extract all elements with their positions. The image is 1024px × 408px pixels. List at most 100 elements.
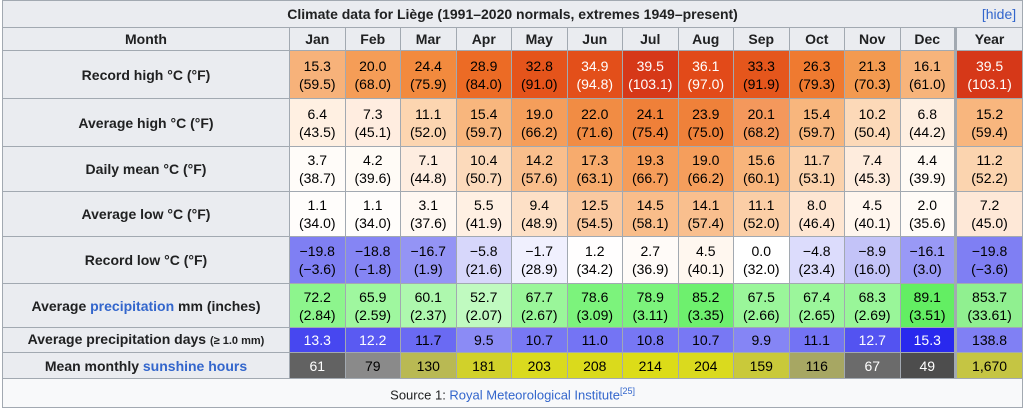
value-c: 6.4 [307,105,327,122]
value-c: 12.5 [581,197,609,213]
value-cell: 4.2 (39.6) [344,146,401,192]
value-c: 67 [864,357,881,374]
value-c: 11.0 [581,332,608,348]
header-cell: Jun [566,27,623,51]
value-c: 13.3 [303,332,331,348]
value-c: 33.3 [747,57,775,74]
value-f: (59.4) [971,123,1008,140]
value-f: (46.4) [798,215,836,231]
value-c: 14.2 [525,152,553,168]
value-c: 10.2 [858,105,886,122]
value-f: (63.1) [576,170,614,186]
value-cell: 12.7 [844,327,901,353]
value-c: −18.8 [355,243,391,259]
value-f: (54.5) [576,215,614,231]
value-f: (79.3) [798,75,836,92]
value-cell: 65.9 (2.59) [344,283,401,328]
value-cell: 203 [511,352,568,379]
value-f: (2.37) [409,306,447,323]
value-cell: 11.0 [566,327,623,353]
row-label: Average precipitation mm (inches) [2,283,290,328]
value-f: (40.1) [687,261,725,277]
hide-link[interactable]: [hide] [981,6,1017,22]
header-cell: Jan [289,27,346,51]
value-f: (33.61) [967,306,1012,323]
label-link[interactable]: sunshine hours [142,357,248,374]
header-cell: May [511,27,568,51]
value-c: 14.5 [636,197,664,213]
value-f: (48.9) [520,215,558,231]
value-f: (58.1) [631,215,669,231]
value-cell: 159 [733,352,790,379]
data-row: Average precipitation days (≥ 1.0 mm) 13.… [2,327,1024,353]
value-c: 1.2 [585,243,605,259]
value-f: (103.1) [628,75,673,92]
value-cell: 130 [400,352,457,379]
value-f: (34.0) [298,215,336,231]
value-f: (60.1) [742,170,780,186]
value-c: 11.1 [748,197,775,213]
source-ref[interactable]: [25] [619,385,635,396]
value-cell: 6.4 (43.5) [289,98,346,147]
value-c: 15.3 [913,332,941,348]
header-cell: Month [2,27,290,51]
value-cell: 79 [344,352,401,379]
value-c: 11.7 [803,152,830,168]
value-cell: 2.7 (36.9) [622,236,679,284]
value-cell: −5.8 (21.6) [455,236,512,284]
value-c: 12.7 [858,332,886,348]
row-label: Average high °C (°F) [2,98,290,147]
value-cell: 14.1 (57.4) [677,191,734,237]
label-text: Mean monthly [44,357,143,374]
value-c: −16.1 [909,243,945,259]
value-cell: −1.7 (28.9) [511,236,568,284]
label-text: Average high °C (°F) [78,114,214,131]
value-c: −16.7 [410,243,446,259]
value-cell: 3.1 (37.6) [400,191,457,237]
value-cell: −19.8 (−3.6) [289,236,346,284]
value-c: 34.9 [581,57,609,74]
value-f: (38.7) [298,170,336,186]
value-cell: 16.1 (61.0) [899,50,956,99]
header-cell: Dec [899,27,956,51]
value-cell: 60.1 (2.37) [400,283,457,328]
value-f: (16.0) [853,261,891,277]
value-c: 5.5 [474,197,494,213]
value-f: (97.0) [687,75,725,92]
value-c: −19.8 [299,243,335,259]
value-c: −8.9 [858,243,887,259]
value-c: 15.4 [803,105,831,122]
value-cell: −16.7 (1.9) [400,236,457,284]
value-f: (1.9) [413,261,443,277]
value-cell: 10.8 [622,327,679,353]
value-cell: 7.2 (45.0) [953,191,1024,237]
value-c: 24.4 [414,57,442,74]
value-c: 204 [694,357,718,374]
header-cell: Year [953,27,1024,51]
source-prefix: Source 1: [390,387,450,403]
value-f: (2.84) [298,306,336,323]
value-cell: 204 [677,352,734,379]
value-cell: 15.3 [899,327,956,353]
value-c: 853.7 [972,288,1008,305]
value-f: (103.1) [967,75,1012,92]
value-c: 3.7 [307,152,327,168]
value-c: 11.7 [415,332,442,348]
label-link[interactable]: precipitation [90,297,175,314]
value-cell: 1.2 (34.2) [566,236,623,284]
value-cell: 13.3 [289,327,346,353]
value-c: 36.1 [692,57,720,74]
value-f: (53.1) [798,170,836,186]
value-c: 9.4 [529,197,549,213]
value-cell: 4.5 (40.1) [844,191,901,237]
value-cell: 10.4 (50.7) [455,146,512,192]
source-link[interactable]: Royal Meteorological Institute [449,387,620,403]
value-f: (39.6) [354,170,392,186]
value-f: (3.35) [687,306,725,323]
label-text: (≥ 1.0 mm) [209,335,265,347]
value-c: 68.3 [858,288,886,305]
header-cell: Aug [677,27,734,51]
value-f: (57.4) [687,215,725,231]
value-cell: 61 [289,352,346,379]
value-c: 0.0 [751,243,771,259]
